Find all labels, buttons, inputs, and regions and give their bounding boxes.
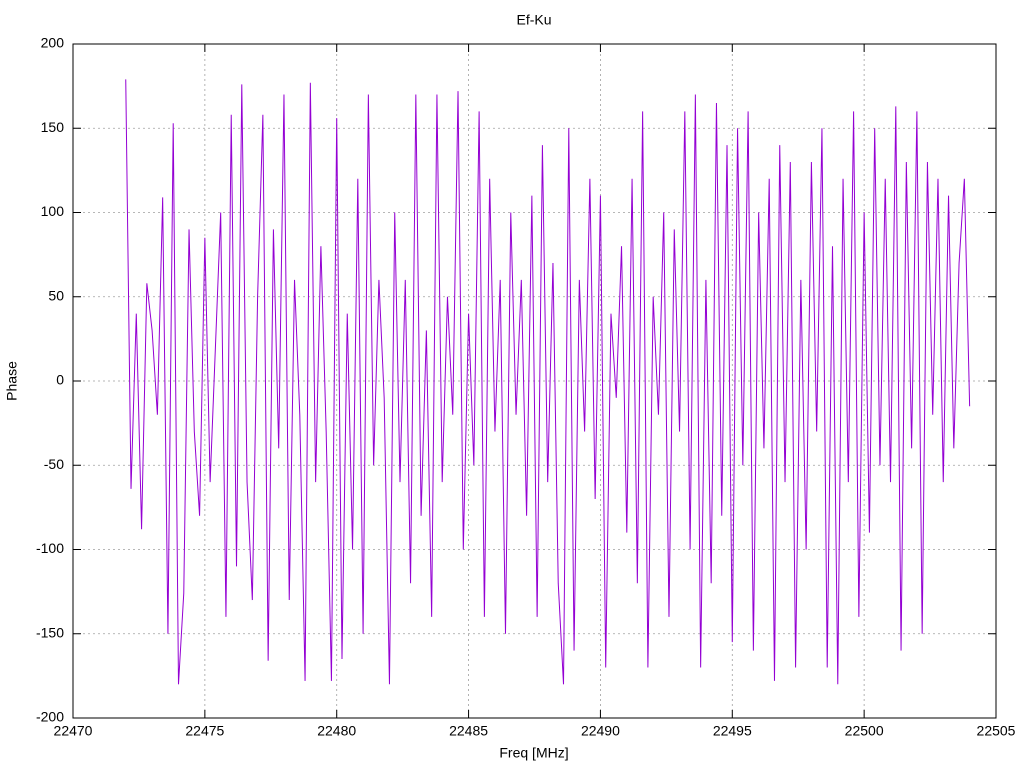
x-tick-label: 22485 bbox=[449, 723, 488, 739]
x-tick-label: 22490 bbox=[581, 723, 620, 739]
y-tick-label: 200 bbox=[41, 35, 65, 51]
y-axis-label: Phase bbox=[4, 361, 20, 401]
x-tick-label: 22500 bbox=[845, 723, 884, 739]
x-tick-label: 22480 bbox=[317, 723, 356, 739]
y-tick-label: -100 bbox=[36, 540, 64, 556]
y-tick-label: 150 bbox=[41, 119, 65, 135]
x-axis-label: Freq [MHz] bbox=[499, 745, 568, 761]
y-tick-label: -150 bbox=[36, 624, 64, 640]
y-tick-label: -200 bbox=[36, 709, 64, 725]
y-tick-label: 100 bbox=[41, 203, 65, 219]
data-line bbox=[125, 79, 971, 685]
x-tick-label: 22470 bbox=[54, 723, 93, 739]
chart-title: Ef-Ku bbox=[516, 12, 551, 28]
x-tick-label: 22495 bbox=[713, 723, 752, 739]
plot-frame bbox=[72, 43, 997, 719]
y-tick-label: 50 bbox=[48, 287, 64, 303]
x-tick-label: 22475 bbox=[185, 723, 224, 739]
y-tick-label: -50 bbox=[44, 456, 64, 472]
x-tick-label: 22505 bbox=[977, 723, 1016, 739]
y-tick-label: 0 bbox=[56, 372, 64, 388]
